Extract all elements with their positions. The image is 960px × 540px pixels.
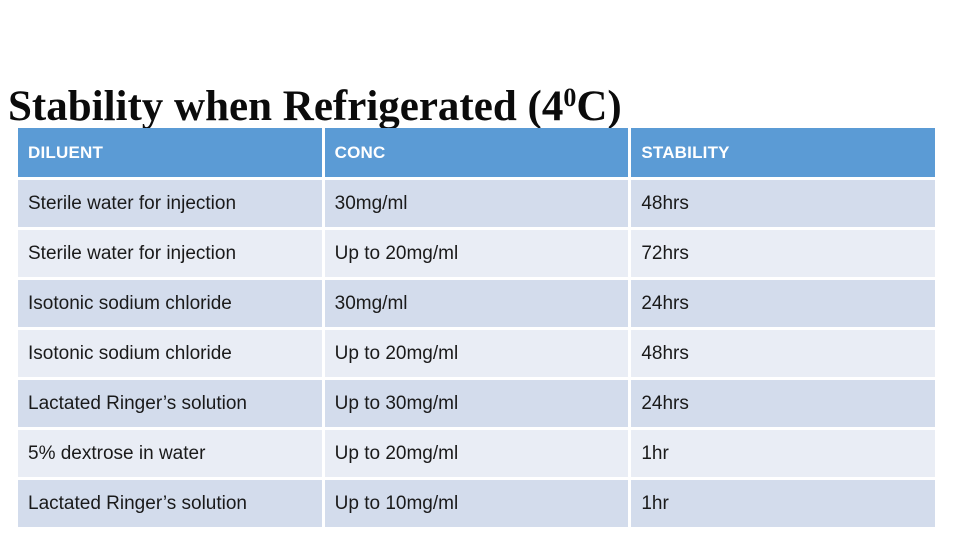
column-header-diluent: DILUENT [18, 128, 322, 177]
column-header-stability: STABILITY [631, 128, 935, 177]
slide-title-text-end: C) [576, 82, 622, 130]
table-cell-stability: 48hrs [631, 330, 935, 377]
table-cell-stability: 72hrs [631, 230, 935, 277]
table-cell-diluent: Lactated Ringer’s solution [18, 380, 322, 427]
table-cell-diluent: 5% dextrose in water [18, 430, 322, 477]
table-cell-conc: Up to 30mg/ml [324, 380, 629, 427]
slide-title-text: Stability when Refrigerated (4 [8, 82, 564, 130]
table-cell-stability: 1hr [631, 430, 935, 477]
table-cell-diluent: Isotonic sodium chloride [18, 280, 322, 327]
table-cell-diluent: Sterile water for injection [18, 180, 322, 227]
table-cell-conc: 30mg/ml [324, 280, 629, 327]
table-cell-conc: Up to 10mg/ml [324, 480, 629, 527]
table-cell-stability: 48hrs [631, 180, 935, 227]
slide-title-superscript: 0 [563, 82, 577, 112]
table-cell-diluent: Isotonic sodium chloride [18, 330, 322, 377]
table-cell-diluent: Lactated Ringer’s solution [18, 480, 322, 527]
slide-title: Stability when Refrigerated (40C) [8, 82, 622, 130]
table-cell-conc: Up to 20mg/ml [324, 330, 629, 377]
table-cell-stability: 1hr [631, 480, 935, 527]
table-cell-conc: Up to 20mg/ml [324, 230, 629, 277]
table-cell-stability: 24hrs [631, 280, 935, 327]
table-cell-conc: 30mg/ml [324, 180, 629, 227]
table-cell-conc: Up to 20mg/ml [324, 430, 629, 477]
column-header-conc: CONC [324, 128, 629, 177]
stability-table: DILUENT CONC STABILITY Sterile water for… [18, 128, 935, 527]
table-cell-diluent: Sterile water for injection [18, 230, 322, 277]
table-cell-stability: 24hrs [631, 380, 935, 427]
